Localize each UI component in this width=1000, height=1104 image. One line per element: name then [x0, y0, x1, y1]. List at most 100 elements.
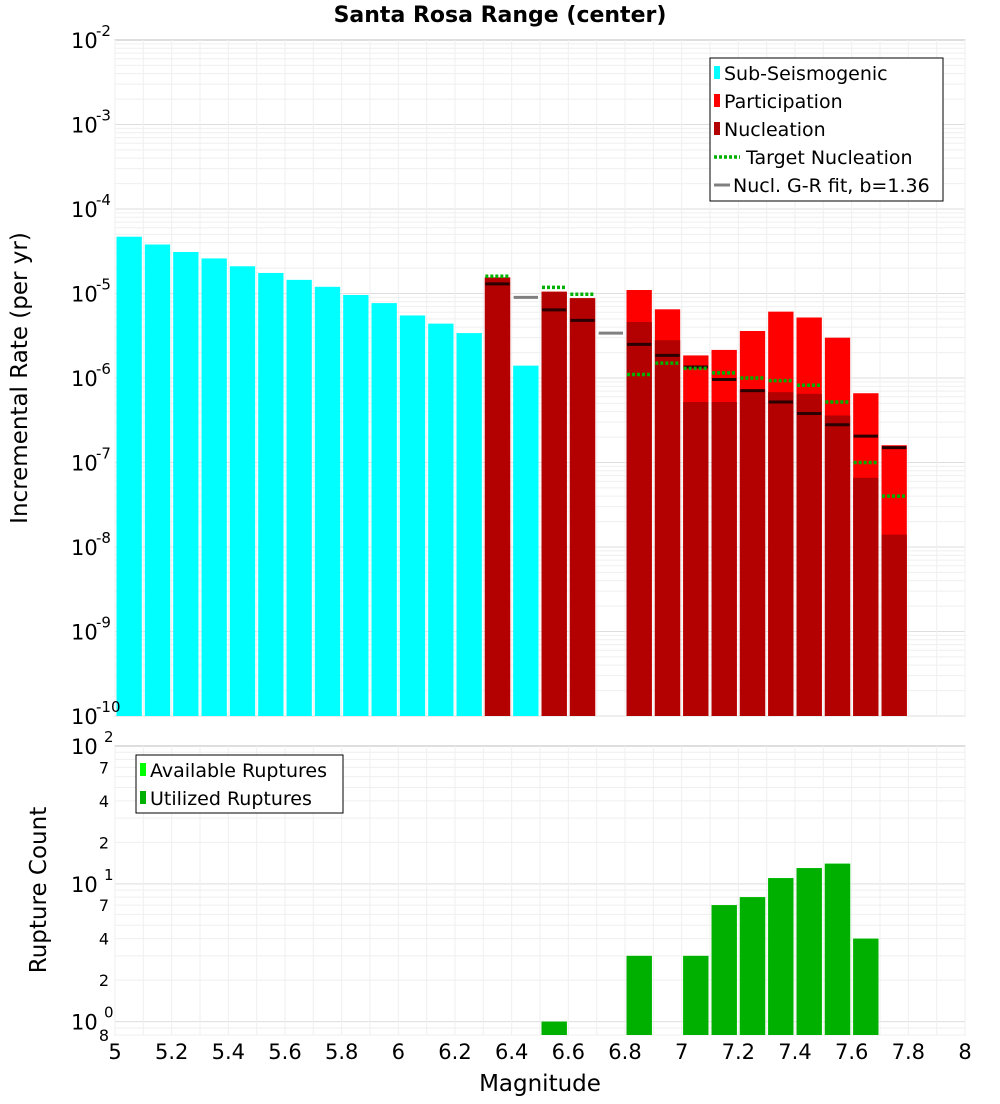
x-tick-label: 5.2	[155, 1040, 188, 1064]
rate-bar-nucleation	[881, 534, 907, 716]
rate-bar-sub-seismogenic	[371, 303, 397, 716]
x-tick-label: 7.4	[778, 1040, 811, 1064]
x-tick-label: 7	[675, 1040, 688, 1064]
legend-label-utilized-ruptures: Utilized Ruptures	[150, 788, 312, 810]
rate-bar-nucleation	[654, 340, 681, 716]
x-tick-label: 6.6	[552, 1040, 585, 1064]
count-y-minor-tick: 4	[99, 792, 109, 811]
rate-bar-nucleation	[768, 392, 794, 716]
rate-bar-sub-seismogenic	[314, 286, 341, 716]
count-bar-utilized-ruptures	[768, 878, 794, 1035]
count-bars	[541, 863, 879, 1035]
rate-bar-nucleation	[711, 401, 737, 716]
rate-bar-sub-seismogenic	[428, 323, 454, 716]
rate-bar-nucleation	[569, 298, 596, 716]
count-y-tick-exponent: 1	[104, 866, 114, 884]
legend-label-nucleation: Nucleation	[724, 119, 826, 141]
legend-label-gr-fit: Nucl. G-R fit, b=1.36	[733, 175, 930, 197]
rate-legend: Sub-Seismogenic Participation Nucleation…	[709, 57, 944, 202]
rate-y-tick-base: 10	[71, 29, 98, 53]
x-tick-label: 8	[958, 1040, 971, 1064]
count-y-minor-tick: 2	[99, 833, 109, 852]
x-tick-label: 5.8	[325, 1040, 358, 1064]
legend-label-participation: Participation	[724, 91, 843, 113]
rate-y-tick-base: 10	[71, 452, 98, 476]
x-tick-label: 6.8	[608, 1040, 641, 1064]
count-y-minor-tick: 7	[99, 896, 109, 915]
count-y-tick-exponent: 2	[104, 728, 114, 746]
count-legend: Available Ruptures Utilized Ruptures	[135, 754, 344, 814]
x-tick-label: 7.6	[835, 1040, 868, 1064]
count-bar-utilized-ruptures	[796, 868, 822, 1035]
legend-label-target-nucleation: Target Nucleation	[745, 147, 913, 169]
rate-y-tick-base: 10	[71, 114, 98, 138]
rate-bar-sub-seismogenic	[456, 333, 482, 716]
rate-bar-nucleation	[626, 321, 652, 716]
rate-bar-sub-seismogenic	[144, 244, 171, 716]
x-tick-label: 5	[108, 1040, 121, 1064]
count-bar-utilized-ruptures	[626, 955, 652, 1035]
rate-marker-lines	[485, 274, 907, 498]
rate-y-tick-exponent: -10	[96, 698, 121, 716]
rate-bar-sub-seismogenic	[286, 279, 312, 716]
count-bar-utilized-ruptures	[711, 905, 737, 1035]
rate-y-tick-exponent: -6	[96, 360, 111, 378]
rate-grid	[114, 40, 966, 717]
count-bar-utilized-ruptures	[739, 897, 766, 1035]
count-y-minor-tick: 8	[99, 1026, 109, 1045]
rate-y-tick-base: 10	[71, 536, 98, 560]
rate-bars	[116, 236, 907, 717]
legend-label-sub-seismogenic: Sub-Seismogenic	[724, 63, 888, 85]
count-y-minor-tick: 4	[99, 930, 109, 949]
rate-bar-nucleation	[484, 277, 511, 716]
x-tick-label: 7.2	[722, 1040, 755, 1064]
legend-swatch-sub-seismogenic	[714, 66, 720, 79]
rate-y-tick-base: 10	[71, 198, 98, 222]
count-bar-utilized-ruptures	[683, 955, 709, 1035]
legend-swatch-participation	[714, 94, 720, 107]
rate-bar-sub-seismogenic	[399, 315, 426, 716]
rate-bar-nucleation	[683, 401, 709, 716]
legend-label-available-ruptures: Available Ruptures	[150, 760, 327, 782]
rate-y-tick-exponent: -3	[96, 107, 111, 125]
x-tick-label: 7.8	[892, 1040, 925, 1064]
count-y-tick-base: 10	[71, 873, 98, 897]
count-y-tick-exponent: 0	[104, 1004, 114, 1022]
count-bar-utilized-ruptures	[824, 863, 851, 1035]
rate-y-tick-base: 10	[71, 283, 98, 307]
count-grid	[114, 746, 966, 1036]
count-y-tick-base: 10	[71, 1011, 98, 1035]
count-y-axis-label: Rupture Count	[26, 807, 52, 973]
count-y-minor-tick: 2	[99, 971, 109, 990]
count-y-minor-tick: 7	[99, 758, 109, 777]
legend-swatch-utilized-ruptures	[140, 791, 146, 804]
count-legend-box	[135, 754, 344, 814]
rate-bar-nucleation	[853, 477, 879, 716]
rate-bar-sub-seismogenic	[258, 272, 284, 716]
rate-bar-nucleation	[796, 393, 822, 716]
x-tick-label: 5.4	[212, 1040, 245, 1064]
rate-bar-sub-seismogenic	[173, 251, 199, 717]
rate-y-tick-base: 10	[71, 621, 98, 645]
count-y-ticks: 10 0 10 1 10 2 8 2 4 7 2 4 7	[71, 728, 114, 1045]
count-bar-utilized-ruptures	[853, 938, 879, 1035]
x-axis-label: Magnitude	[479, 1071, 601, 1097]
count-panel: 10 0 10 1 10 2 8 2 4 7 2 4 7 5 5.2 5.4 5.6 5.8 6 6.2 6.4 6.6…	[26, 728, 972, 1097]
x-tick-label: 6	[392, 1040, 405, 1064]
rate-y-tick-exponent: -4	[96, 191, 111, 209]
rate-y-tick-exponent: -8	[96, 529, 111, 547]
rate-y-tick-base: 10	[71, 367, 98, 391]
legend-swatch-available-ruptures	[140, 763, 146, 776]
chart-title: Santa Rosa Range (center)	[334, 3, 667, 28]
rate-bar-sub-seismogenic	[513, 365, 539, 716]
x-ticks: 5 5.2 5.4 5.6 5.8 6 6.2 6.4 6.6 6.8 7 7.2 7.4 7.6 7.8 8	[108, 1040, 971, 1064]
rate-bar-nucleation	[541, 291, 567, 716]
rate-bar-nucleation	[824, 415, 851, 716]
count-y-tick-base: 10	[71, 735, 98, 759]
x-tick-label: 6.2	[438, 1040, 471, 1064]
rate-y-tick-exponent: -7	[96, 445, 111, 463]
legend-swatch-nucleation	[714, 122, 720, 135]
